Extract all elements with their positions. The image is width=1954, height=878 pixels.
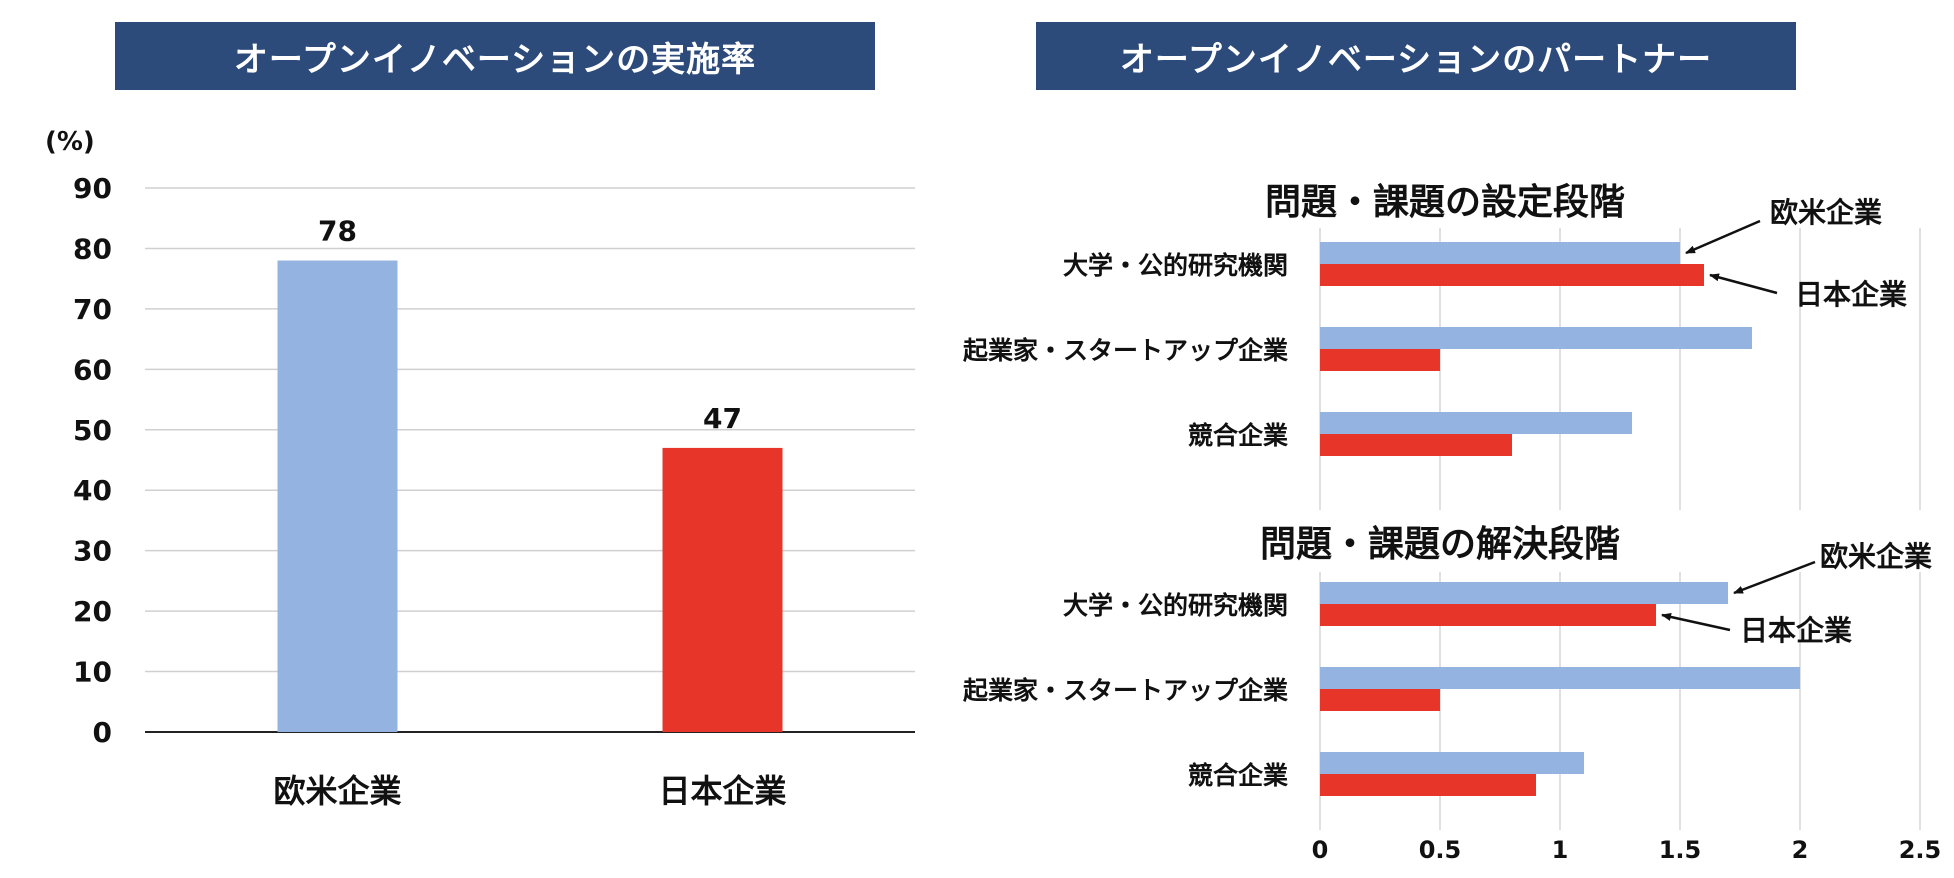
y-tick-label: 80 [73,232,112,265]
x-tick-label: 1 [1552,836,1569,864]
category-label: 競合企業 [1188,761,1288,790]
series-annotation-label: 日本企業 [1740,614,1852,647]
y-tick-label: 10 [73,656,112,689]
bar [1320,774,1536,796]
y-tick-label: 20 [73,595,112,628]
chart-title: 問題・課題の解決段階 [1260,524,1620,565]
x-tick-label: 1.5 [1659,836,1702,864]
left-chart-header: オープンイノベーションの実施率 [115,22,875,90]
bar [1320,327,1752,349]
bar [1320,752,1584,774]
category-label: 起業家・スタートアップ企業 [963,336,1288,365]
series-annotation-label: 欧米企業 [1820,540,1932,573]
chart-title: 問題・課題の設定段階 [1265,182,1625,223]
x-tick-label: 0 [1312,836,1329,864]
bar [1320,667,1800,689]
bar-data-label: 78 [318,215,357,248]
bar [1320,689,1440,711]
bar [1320,349,1440,371]
bar [277,260,398,732]
y-axis-unit-label: (%) [45,127,95,157]
annotation-arrow [1685,219,1761,255]
y-tick-label: 70 [73,293,112,326]
x-tick-label: 2.5 [1899,836,1942,864]
bar [1320,582,1728,604]
x-category-label: 日本企業 [658,772,786,810]
x-category-label: 欧米企業 [273,772,401,810]
y-tick-label: 30 [73,535,112,568]
y-tick-label: 50 [73,414,112,447]
category-label: 起業家・スタートアップ企業 [963,676,1288,705]
x-tick-label: 2 [1792,836,1809,864]
series-annotation-label: 欧米企業 [1770,196,1882,229]
bar [1320,412,1632,434]
y-tick-label: 40 [73,474,112,507]
bar [1320,242,1680,264]
bar [1320,604,1656,626]
left-bar-chart: (%) 0 10 20 30 40 50 60 70 80 90 78 欧米企業 47 日本企業 [45,127,915,810]
category-label: 大学・公的研究機関 [1063,591,1288,620]
y-tick-label: 60 [73,353,112,386]
bar-data-label: 47 [703,402,742,435]
annotation-arrow [1661,613,1731,632]
bar [1320,264,1704,286]
annotation-arrow [1709,273,1778,295]
annotation-arrow [1733,560,1816,595]
x-tick-label: 0.5 [1419,836,1462,864]
bar [662,447,783,732]
category-label: 競合企業 [1188,421,1288,450]
series-annotation-label: 日本企業 [1795,278,1907,311]
right-chart-header: オープンイノベーションのパートナー [1036,22,1796,90]
y-tick-label: 0 [93,716,112,749]
bar [1320,434,1512,456]
y-tick-label: 90 [73,172,112,205]
category-label: 大学・公的研究機関 [1063,251,1288,280]
